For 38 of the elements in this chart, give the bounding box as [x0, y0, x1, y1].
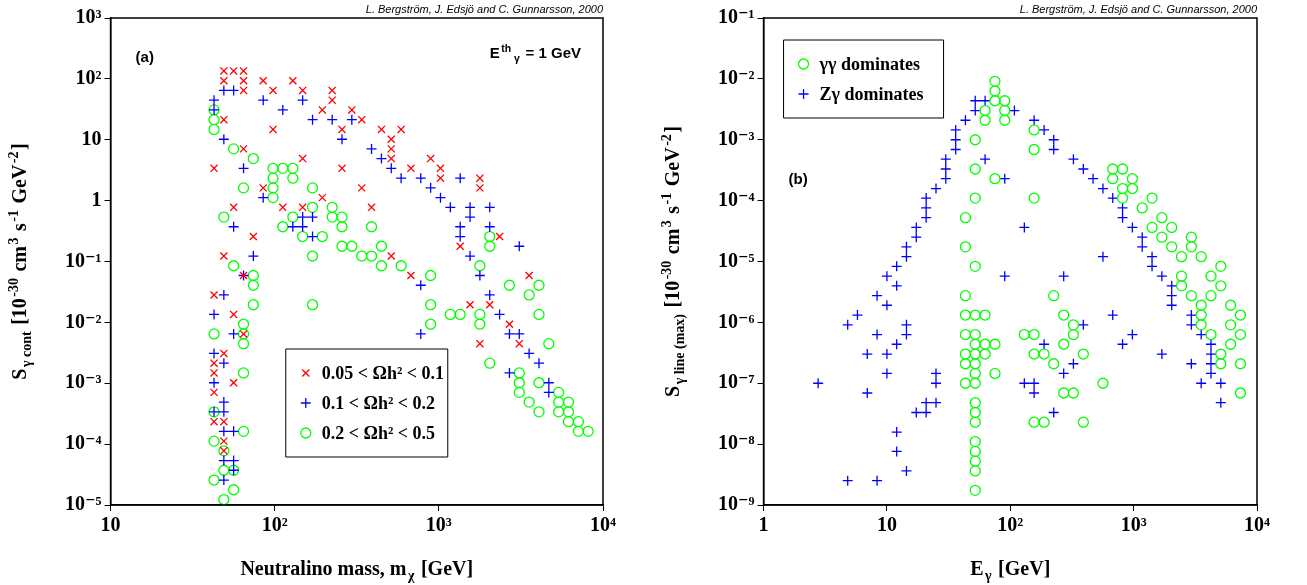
y-tick-label: 10⁻² [717, 66, 755, 89]
x-tick-label: 10 [876, 513, 897, 536]
x-tick-label: 10² [261, 513, 288, 536]
x-tick-label: 1 [758, 513, 769, 536]
y-tick-label: 1 [91, 187, 102, 210]
legend-label: 0.1 < Ωh² < 0.2 [321, 393, 436, 413]
x-tick-label: 10⁴ [590, 513, 616, 536]
y-tick-label: 10⁻⁸ [717, 431, 755, 454]
y-tick-label: 10⁻² [64, 309, 102, 332]
y-tick-label: 10⁻³ [717, 126, 755, 149]
x-tick-label: 10⁴ [1244, 513, 1270, 536]
x-tick-label: 10³ [425, 513, 452, 536]
legend-label: 0.05 < Ωh² < 0.1 [321, 363, 445, 383]
legend-label: 0.2 < Ωh² < 0.5 [321, 423, 436, 443]
y-tick-label: 10⁻⁵ [64, 492, 102, 515]
y-tick-label: 10⁻⁹ [717, 492, 755, 515]
y-tick-label: 10⁻¹ [717, 5, 755, 28]
text: Sγ cont [10-30 cm3 s-1 GeV-2] [6, 143, 34, 380]
y-tick-label: 10⁻⁶ [717, 309, 755, 332]
text: Sγ line (max) [10-30 cm3 s-1 GeV-2] [659, 126, 687, 397]
legend-label: Zγ dominates [819, 84, 924, 104]
y-tick-label: 10⁻⁵ [717, 248, 755, 271]
legend-label: γγ dominates [818, 54, 920, 74]
y-tick-label: 10⁻⁷ [717, 370, 755, 393]
annotation: (a) [135, 48, 154, 65]
text: L. Bergström, J. Edsjö and C. Gunnarsson, 2000 [365, 3, 604, 15]
text: L. Bergström, J. Edsjö and C. Gunnarsson, 2000 [1019, 3, 1258, 15]
y-tick-label: 10⁻¹ [64, 248, 102, 271]
y-tick-label: 10⁻⁴ [717, 187, 755, 210]
x-tick-label: 10³ [1120, 513, 1147, 536]
x-tick-label: 10 [100, 513, 121, 536]
y-tick-label: 10² [75, 66, 102, 89]
annotation: (b) [788, 170, 808, 187]
y-tick-label: 10³ [75, 5, 102, 28]
x-tick-label: 10² [997, 513, 1024, 536]
y-tick-label: 10⁻⁴ [64, 431, 102, 454]
y-tick-label: 10⁻³ [64, 370, 102, 393]
y-tick-label: 10 [81, 126, 102, 149]
